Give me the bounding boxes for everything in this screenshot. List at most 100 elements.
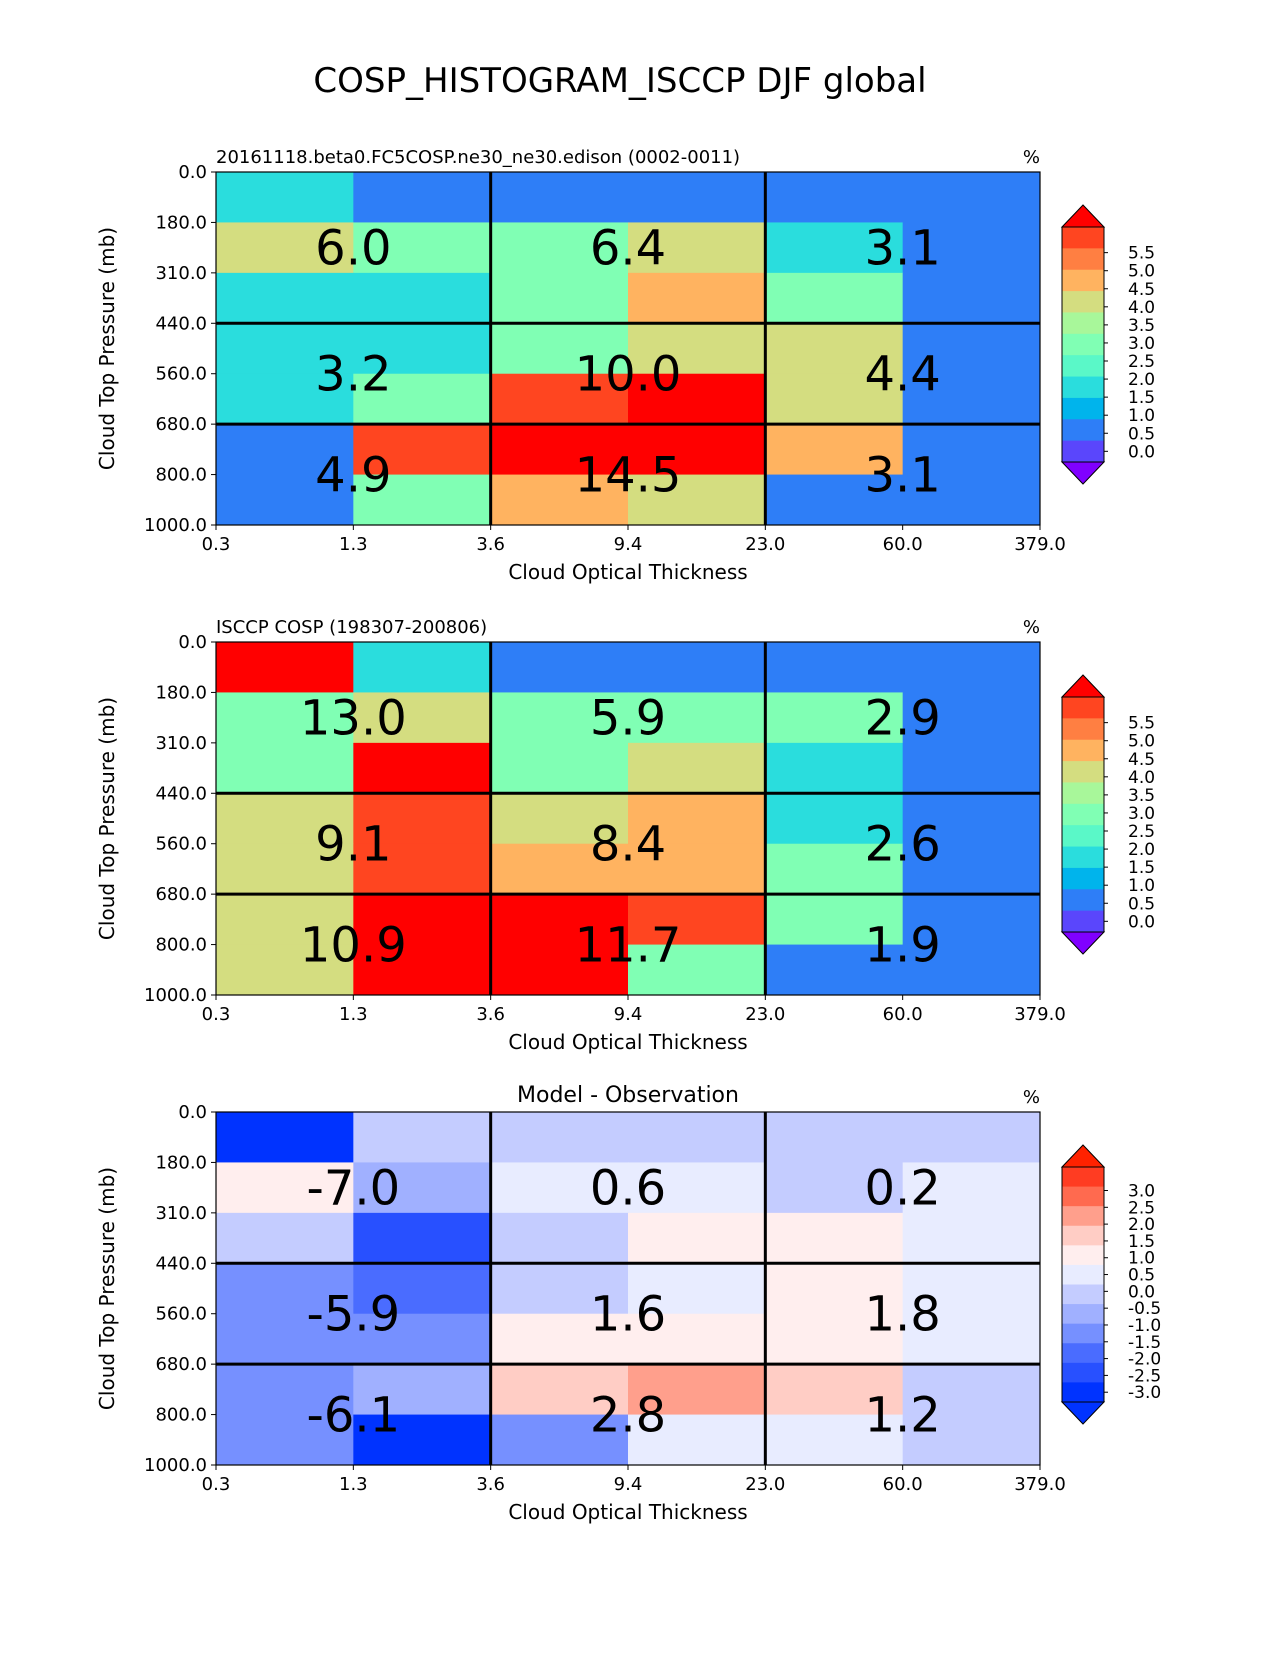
block-value-label: 1.9 (864, 918, 940, 974)
heatmap-cell (353, 172, 492, 223)
heatmap-cell (490, 373, 629, 425)
heatmap-cell (216, 222, 354, 274)
colorbar-frame (1061, 226, 1105, 463)
y-tick-label: 1000.0 (144, 1455, 207, 1476)
panel-title: Model - Observation (517, 1083, 739, 1108)
panel-title: 20161118.beta0.FC5COSP.ne30_ne30.edison … (216, 147, 740, 168)
heatmap-cell (765, 172, 904, 223)
colorbar-tick-label: 4.5 (1128, 280, 1155, 300)
colorbar-tick-label: 0.5 (1128, 894, 1155, 914)
colorbar-segment (1062, 269, 1104, 292)
heatmap-cell (765, 1212, 904, 1264)
heatmap-cell (902, 642, 1041, 693)
heatmap-cell (765, 944, 904, 996)
heatmap-cell (490, 1313, 629, 1365)
colorbar-tick-label: 1.5 (1128, 1232, 1155, 1252)
heatmap-cell (902, 944, 1041, 996)
colorbar-segment (1062, 397, 1104, 420)
heatmap-cell (628, 272, 766, 324)
heatmap-cell (353, 222, 492, 274)
y-tick-label: 0.0 (178, 1102, 207, 1123)
colorbar-tick-label: -0.5 (1128, 1299, 1161, 1319)
colorbar-tick-label: 4.5 (1128, 750, 1155, 770)
x-tick-label: 60.0 (883, 534, 923, 555)
heatmap-cell (353, 1364, 492, 1416)
block-value-label: 6.0 (315, 221, 391, 277)
x-tick-label: 3.6 (476, 1474, 505, 1495)
heatmap-cell (628, 692, 766, 744)
heatmap-cell (490, 1364, 629, 1416)
x-tick-label: 60.0 (883, 1004, 923, 1025)
heatmap-cell (902, 474, 1041, 526)
colorbar-tick-label: 2.5 (1128, 352, 1155, 372)
colorbar-segment (1062, 1284, 1104, 1305)
heatmap-cell (765, 474, 904, 526)
heatmap-cell (490, 323, 629, 375)
heatmap-cell (765, 894, 904, 946)
colorbar-segment (1062, 333, 1104, 356)
heatmap-cell (353, 373, 492, 425)
y-tick-label: 800.0 (155, 1405, 207, 1426)
colorbar-tick-label: -3.0 (1128, 1383, 1161, 1403)
heatmap-cell (353, 1414, 492, 1466)
heatmap-cell (490, 272, 629, 324)
block-value-label: 9.1 (315, 817, 391, 873)
heatmap-cell (628, 1313, 766, 1365)
heatmap-cell (628, 642, 766, 693)
block-value-label: 4.4 (864, 347, 940, 403)
colorbar-tick-label: 5.5 (1128, 244, 1155, 264)
heatmap-cell (353, 793, 492, 845)
block-value-label: 3.1 (864, 448, 940, 504)
heatmap-cell (765, 1364, 904, 1416)
colorbar-tick-label: 3.5 (1128, 316, 1155, 336)
colorbar-tick-label: 1.0 (1128, 406, 1155, 426)
heatmap-cell (216, 944, 354, 996)
colorbar-segment (1062, 1343, 1104, 1364)
colorbar-frame (1061, 1166, 1105, 1403)
colorbar-segment (1062, 825, 1104, 848)
heatmap-cell (353, 1212, 492, 1264)
colorbar-segment (1062, 1362, 1104, 1383)
heatmap-cell (902, 1212, 1041, 1264)
heatmap-cell (628, 323, 766, 375)
heatmap-cell (765, 1414, 904, 1466)
heatmap-cell (628, 1162, 766, 1214)
heatmap-cell (490, 843, 629, 895)
heatmap-cell (902, 323, 1041, 375)
colorbar-segment (1062, 910, 1104, 933)
colorbar-segment (1062, 248, 1104, 271)
y-axis-label: Cloud Top Pressure (mb) (95, 697, 119, 940)
heatmap-cell (765, 373, 904, 425)
colorbar-segment (1062, 312, 1104, 335)
heatmap-cell (765, 1112, 904, 1163)
block-value-label: 6.4 (590, 221, 666, 277)
heatmap-cell (216, 172, 354, 223)
heatmap-cell (353, 894, 492, 946)
heatmap-cell (216, 373, 354, 425)
heatmap-cell (490, 474, 629, 526)
heatmap-cell (628, 1263, 766, 1315)
colorbar-tick-label: 1.0 (1128, 1249, 1155, 1269)
heatmap-cell (765, 742, 904, 794)
y-tick-label: 800.0 (155, 465, 207, 486)
colorbar-tick-label: 4.0 (1128, 768, 1155, 788)
y-tick-label: 560.0 (155, 1304, 207, 1325)
heatmap-cell (628, 843, 766, 895)
x-tick-label: 9.4 (614, 1004, 643, 1025)
x-axis-label: Cloud Optical Thickness (508, 560, 747, 584)
heatmap-cell (216, 424, 354, 476)
heatmap-cell (490, 944, 629, 996)
heatmap-cell (628, 944, 766, 996)
heatmap-cell (216, 1263, 354, 1315)
colorbar-segment (1062, 419, 1104, 442)
colorbar-segment (1062, 718, 1104, 741)
colorbar-extend-max (1060, 204, 1106, 228)
heatmap-cell (902, 272, 1041, 324)
block-value-label: 4.9 (315, 448, 391, 504)
colorbar-tick-label: 2.0 (1128, 1215, 1155, 1235)
x-tick-label: 9.4 (614, 534, 643, 555)
x-tick-label: 379.0 (1014, 1474, 1066, 1495)
block-value-label: -5.9 (307, 1287, 401, 1343)
heatmap-cell (765, 692, 904, 744)
colorbar-segment (1062, 1264, 1104, 1285)
